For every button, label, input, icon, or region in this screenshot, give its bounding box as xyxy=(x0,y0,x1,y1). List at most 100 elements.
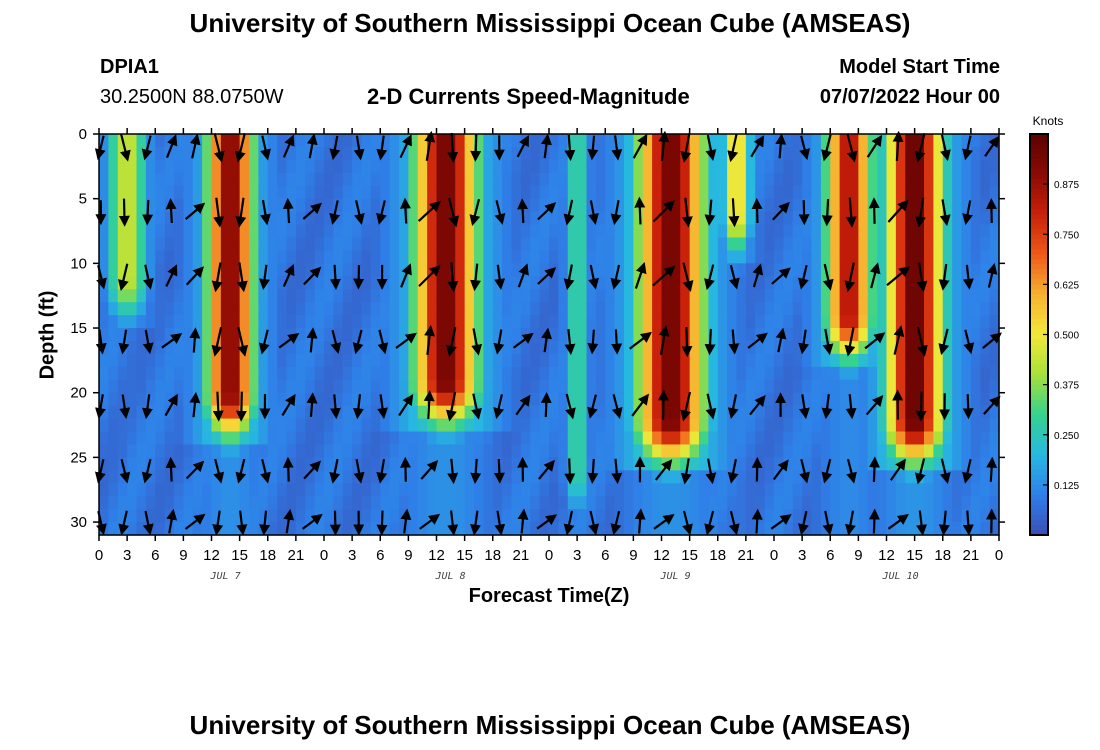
current-vector-arrow xyxy=(282,456,294,482)
heatmap-cell xyxy=(877,496,888,510)
heatmap-cell xyxy=(802,172,813,187)
heatmap-cell xyxy=(595,198,606,213)
heatmap-cell xyxy=(849,392,859,407)
heatmap-cell xyxy=(305,224,316,239)
heatmap-cell xyxy=(586,353,597,368)
heatmap-cell xyxy=(905,211,916,226)
heatmap-cell xyxy=(239,392,250,407)
heatmap-cell xyxy=(530,522,541,536)
heatmap-cell xyxy=(549,224,559,239)
heatmap-cell xyxy=(849,509,859,523)
heatmap-cell xyxy=(342,444,353,458)
heatmap-cell xyxy=(108,276,119,290)
heatmap-cell xyxy=(717,366,728,381)
heatmap-cell xyxy=(361,509,372,523)
heatmap-cell xyxy=(324,496,334,510)
current-vector-arrow xyxy=(517,198,529,223)
heatmap-cell xyxy=(389,134,400,148)
heatmap-cell xyxy=(361,418,372,433)
heatmap-cell xyxy=(624,211,634,226)
heatmap-cell xyxy=(727,172,738,187)
heatmap-cell xyxy=(745,302,756,316)
current-vector-arrow xyxy=(189,391,201,418)
heatmap-cell xyxy=(211,405,222,420)
y-tick-label: 10 xyxy=(70,255,87,272)
heatmap-cell xyxy=(230,250,241,264)
heatmap-cell xyxy=(408,522,419,536)
colorbar-swatch xyxy=(1030,194,1048,200)
heatmap-cell xyxy=(295,315,306,329)
heatmap-cell xyxy=(989,496,1000,510)
heatmap-cell xyxy=(717,198,728,213)
heatmap-cell xyxy=(970,250,981,264)
day-label: JUL 8 xyxy=(435,571,466,582)
heatmap-cell xyxy=(980,211,991,226)
heatmap-cell xyxy=(830,353,841,368)
heatmap-cell xyxy=(258,159,269,174)
heatmap-cell xyxy=(455,392,466,407)
heatmap-cell xyxy=(745,315,756,329)
heatmap-cell xyxy=(914,431,925,446)
heatmap-cell xyxy=(858,250,869,264)
heatmap-cell xyxy=(314,276,325,290)
heatmap-cell xyxy=(145,134,156,148)
heatmap-cell xyxy=(399,315,409,329)
heatmap-cell xyxy=(586,172,597,187)
heatmap-cell xyxy=(417,302,428,316)
heatmap-cell xyxy=(267,522,278,536)
heatmap-cell xyxy=(642,379,653,394)
heatmap-cell xyxy=(295,470,306,484)
current-vector-arrow xyxy=(447,510,459,536)
heatmap-cell xyxy=(764,340,775,355)
heatmap-cell xyxy=(642,418,653,433)
heatmap-cell xyxy=(652,431,663,446)
heatmap-cell xyxy=(642,250,653,264)
heatmap-cell xyxy=(661,172,672,187)
heatmap-cell xyxy=(380,328,391,342)
heatmap-cell xyxy=(333,353,344,368)
heatmap-cell xyxy=(867,250,878,264)
heatmap-cell xyxy=(624,198,634,213)
heatmap-cell xyxy=(595,302,606,316)
heatmap-cell xyxy=(342,172,353,187)
heatmap-cell xyxy=(399,328,409,342)
heatmap-cell xyxy=(108,289,119,303)
heatmap-cell xyxy=(905,392,916,407)
heatmap-cell xyxy=(877,431,888,446)
current-vector-arrow xyxy=(822,510,834,536)
heatmap-cell xyxy=(877,483,888,497)
heatmap-cell xyxy=(924,405,934,420)
heatmap-cell xyxy=(670,185,681,200)
current-vector-arrow xyxy=(705,458,717,485)
current-vector-arrow xyxy=(866,134,883,158)
heatmap-cell xyxy=(202,315,213,329)
heatmap-cell xyxy=(164,496,175,510)
heatmap-cell xyxy=(108,483,119,497)
heatmap-cell xyxy=(192,522,203,536)
heatmap-cell xyxy=(699,431,709,446)
heatmap-cell xyxy=(249,496,259,510)
current-vector-arrow xyxy=(399,197,411,224)
heatmap-cell xyxy=(417,237,428,252)
heatmap-cell xyxy=(436,444,447,458)
heatmap-cell xyxy=(745,224,756,239)
heatmap-cell xyxy=(192,289,203,303)
heatmap-cell xyxy=(295,198,306,213)
heatmap-cell xyxy=(249,224,259,239)
heatmap-cell xyxy=(389,237,400,252)
heatmap-cell xyxy=(624,340,634,355)
current-vector-arrow xyxy=(914,197,926,228)
current-vector-arrow xyxy=(611,329,623,355)
heatmap-cell xyxy=(764,418,775,433)
colorbar-swatch xyxy=(1030,249,1048,255)
heatmap-cell xyxy=(820,457,831,471)
heatmap-cell xyxy=(145,353,156,368)
heatmap-cell xyxy=(595,289,606,303)
current-vector-arrow xyxy=(446,391,457,422)
heatmap-cell xyxy=(980,198,991,213)
heatmap-cell xyxy=(483,418,494,433)
heatmap-cell xyxy=(464,328,475,342)
colorbar-swatch xyxy=(1030,304,1048,311)
heatmap-cell xyxy=(839,483,850,497)
heatmap-cell xyxy=(924,159,934,174)
